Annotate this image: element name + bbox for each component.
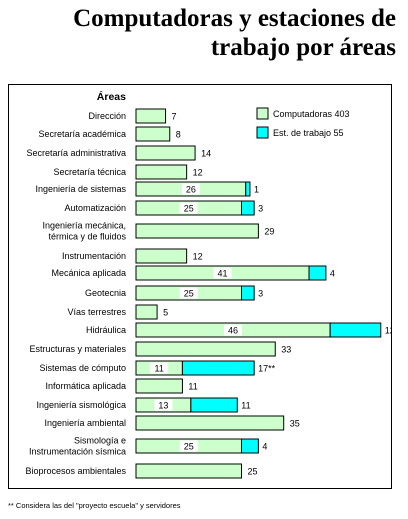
- data-label-computadoras: 46: [228, 326, 238, 336]
- data-label-computadoras: 26: [186, 185, 196, 195]
- data-label-estaciones: 4: [330, 269, 335, 279]
- data-label-computadoras: 7: [172, 112, 177, 122]
- chart-frame: Áreas Dirección 7 Secretaría académica 8 Sec…: [8, 84, 395, 489]
- category-label: Ingeniería sismológica: [36, 400, 126, 410]
- bar-computadoras: [135, 341, 276, 357]
- category-label: Ingeniería ambiental: [44, 418, 126, 428]
- legend-swatch: [256, 107, 269, 120]
- legend-label: Est. de trabajo 55: [273, 128, 344, 138]
- category-label: Sistemas de cómputo: [39, 363, 126, 373]
- data-label-computadoras: 25: [184, 289, 194, 299]
- bar-computadoras: [135, 304, 158, 320]
- bar-computadoras: [135, 164, 188, 180]
- category-label: Ingeniería mecánica, térmica y de fluidos: [42, 221, 126, 242]
- category-label: Bioprocesos ambientales: [25, 466, 126, 476]
- data-label-estaciones: 11: [241, 401, 250, 411]
- legend: Computadoras 403 Est. de trabajo 55: [256, 107, 350, 139]
- bar-computadoras: [135, 108, 167, 124]
- chart-title: Computadoras y estaciones de trabajo por…: [73, 5, 396, 61]
- data-label-estaciones: 12: [385, 326, 391, 336]
- category-label: Secretaría administrativa: [26, 148, 126, 158]
- data-label-computadoras: 14: [201, 149, 211, 159]
- category-label: Dirección: [88, 111, 126, 121]
- data-label-computadoras: 35: [290, 419, 300, 429]
- chart-plot: Áreas Dirección 7 Secretaría académica 8 Sec…: [25, 90, 395, 479]
- data-label-bg: [179, 440, 198, 452]
- category-label: Ingeniería de sistemas: [35, 184, 126, 194]
- bar-computadoras: [135, 415, 285, 431]
- category-label: Automatización: [64, 203, 126, 213]
- data-label-computadoras: 11: [188, 382, 197, 392]
- bar-computadoras: [135, 463, 242, 479]
- data-label-computadoras: 13: [158, 401, 168, 411]
- bar-estaciones: [329, 322, 382, 338]
- data-label-computadoras: 41: [218, 269, 228, 279]
- data-label-estaciones: 3: [258, 289, 263, 299]
- category-label: Secretaría académica: [38, 129, 126, 139]
- bar-estaciones: [241, 200, 255, 216]
- bar-estaciones: [241, 285, 255, 301]
- bar-computadoras: [135, 145, 196, 161]
- data-label-estaciones: 1: [254, 185, 259, 195]
- category-label: Secretaría técnica: [53, 167, 126, 177]
- category-label: Mecánica aplicada: [51, 268, 126, 278]
- category-label: Hidráulica: [86, 325, 126, 335]
- data-label-bg: [224, 324, 243, 336]
- bar-estaciones: [245, 181, 251, 197]
- data-label-estaciones: 4: [262, 442, 267, 452]
- bar-estaciones: [181, 360, 255, 376]
- legend-swatch: [256, 126, 269, 139]
- bar-computadoras: [135, 378, 183, 394]
- bar-estaciones: [241, 438, 259, 454]
- bar-estaciones: [308, 265, 327, 281]
- data-label-computadoras: 25: [184, 442, 194, 452]
- data-label-computadoras: 25: [248, 467, 258, 477]
- data-label-computadoras: 25: [184, 204, 194, 214]
- category-label: Sismología e Instrumentación sísmica: [29, 436, 126, 457]
- category-label: Vías terrestres: [67, 307, 126, 317]
- bar-estaciones: [190, 397, 238, 413]
- category-label: Estructuras y materiales: [29, 344, 126, 354]
- legend-label: Computadoras 403: [273, 109, 350, 119]
- data-label-computadoras: 8: [176, 130, 181, 140]
- data-label-computadoras: 12: [193, 168, 203, 178]
- data-label-bg: [154, 399, 173, 411]
- category-label: Informática aplicada: [45, 381, 126, 391]
- bar-computadoras: [135, 223, 259, 239]
- data-label-bg: [179, 287, 198, 299]
- category-label: Geotecnia: [85, 288, 126, 298]
- data-label-computadoras: 5: [163, 308, 168, 318]
- data-label-estaciones: 3: [258, 204, 263, 214]
- bar-computadoras: [135, 126, 171, 142]
- category-axis-label: Áreas: [97, 90, 126, 103]
- data-label-computadoras: 29: [264, 227, 274, 237]
- data-label-estaciones: 17**: [258, 364, 276, 374]
- category-label: Instrumentación: [62, 251, 126, 261]
- data-label-computadoras: 12: [193, 252, 203, 262]
- bar-computadoras: [135, 248, 188, 264]
- data-label-computadoras: 11: [155, 364, 164, 374]
- data-label-computadoras: 33: [281, 345, 291, 355]
- data-label-bg: [213, 267, 232, 279]
- data-label-bg: [150, 362, 169, 374]
- footnote: ** Considera las del "proyecto escuela" …: [8, 501, 181, 510]
- data-label-bg: [181, 183, 200, 195]
- data-label-bg: [179, 202, 198, 214]
- bar-group: Dirección 7 Secretaría académica 8 Secretarí…: [25, 108, 395, 479]
